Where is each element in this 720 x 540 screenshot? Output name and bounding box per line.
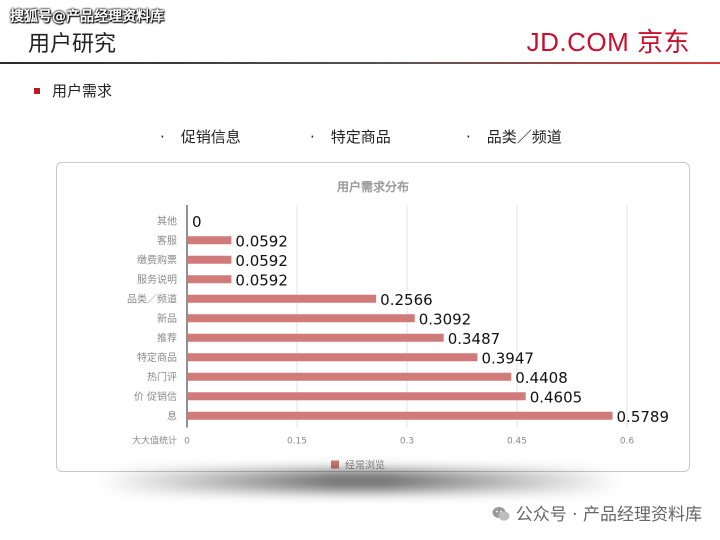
category-label: 品类／频道 — [127, 292, 177, 305]
decorative-shadow — [100, 470, 620, 492]
footer-watermark: 公众号 · 产品经理资料库 — [492, 500, 702, 525]
legend-swatch — [331, 460, 339, 469]
category-label: 特定商品 — [137, 351, 177, 364]
category-label: 热门评 — [147, 370, 177, 383]
bar — [188, 392, 526, 401]
category-label: 客服 — [157, 234, 177, 247]
x-tick-label: 0.15 — [287, 437, 307, 447]
x-tick-label: 0 — [184, 437, 190, 447]
bar — [188, 411, 613, 420]
footer-text: 公众号 · 产品经理资料库 — [515, 505, 702, 525]
x-tick-label: 0.6 — [620, 437, 635, 447]
data-label: 0.3947 — [481, 349, 534, 367]
bar — [188, 353, 478, 362]
topic-item: · 品类／频道 — [466, 126, 562, 147]
data-label: 0.5789 — [617, 408, 670, 426]
data-label: 0.3487 — [448, 330, 501, 348]
bullet-icon: · — [160, 128, 165, 146]
bar — [188, 255, 232, 264]
chart-card: 用户需求分布 0 0.15 0.3 0.45 0.6 大大值统计 其他 0 客服 0.0592 缴费购… — [56, 162, 690, 472]
category-label: 息 — [167, 409, 177, 422]
chart-title: 用户需求分布 — [336, 179, 409, 194]
data-label: 0.4408 — [515, 369, 568, 387]
legend-label: 经常浏览 — [345, 459, 385, 472]
section-heading: 用户需求 — [52, 82, 113, 100]
topic-item: · 特定商品 — [310, 126, 391, 147]
bar — [188, 372, 512, 381]
bar — [188, 333, 444, 342]
header-divider — [0, 62, 720, 64]
y-corner-label: 大大值统计 — [132, 435, 177, 447]
page-title: 用户研究 — [28, 32, 117, 57]
data-label: 0.4605 — [530, 388, 583, 406]
category-label: 推荐 — [157, 331, 177, 344]
brand-logo: JD.COM 京东 — [526, 27, 690, 57]
section-bullet-icon — [34, 88, 40, 94]
category-label: 服务说明 — [137, 273, 177, 286]
wechat-icon — [492, 507, 510, 521]
topic-label: 特定商品 — [330, 128, 391, 146]
data-label: 0.0592 — [235, 252, 288, 270]
bar — [188, 294, 377, 303]
data-label: 0.0592 — [235, 271, 288, 289]
bar-chart: 用户需求分布 0 0.15 0.3 0.45 0.6 大大值统计 其他 0 客服 0.0592 缴费购… — [127, 179, 670, 472]
data-label: 0.2566 — [380, 291, 433, 309]
data-label: 0.3092 — [419, 310, 472, 328]
category-label: 缴费购票 — [137, 253, 177, 266]
watermark-text: 搜狐号@产品经理资料库 — [10, 9, 164, 25]
category-label: 价 促销信 — [134, 390, 177, 403]
bar — [188, 236, 232, 245]
topic-item: · 促销信息 — [160, 126, 241, 147]
topic-label: 品类／频道 — [486, 128, 562, 146]
x-tick-label: 0.3 — [400, 437, 414, 447]
data-label: 0 — [192, 213, 202, 231]
bar — [188, 314, 415, 323]
bullet-icon: · — [466, 128, 471, 146]
category-label: 其他 — [157, 214, 177, 227]
bullet-icon: · — [310, 128, 315, 146]
topic-label: 促销信息 — [180, 128, 241, 146]
data-label: 0.0592 — [235, 232, 288, 250]
category-label: 新品 — [157, 312, 177, 325]
bar — [188, 275, 232, 284]
x-tick-label: 0.45 — [507, 437, 527, 447]
